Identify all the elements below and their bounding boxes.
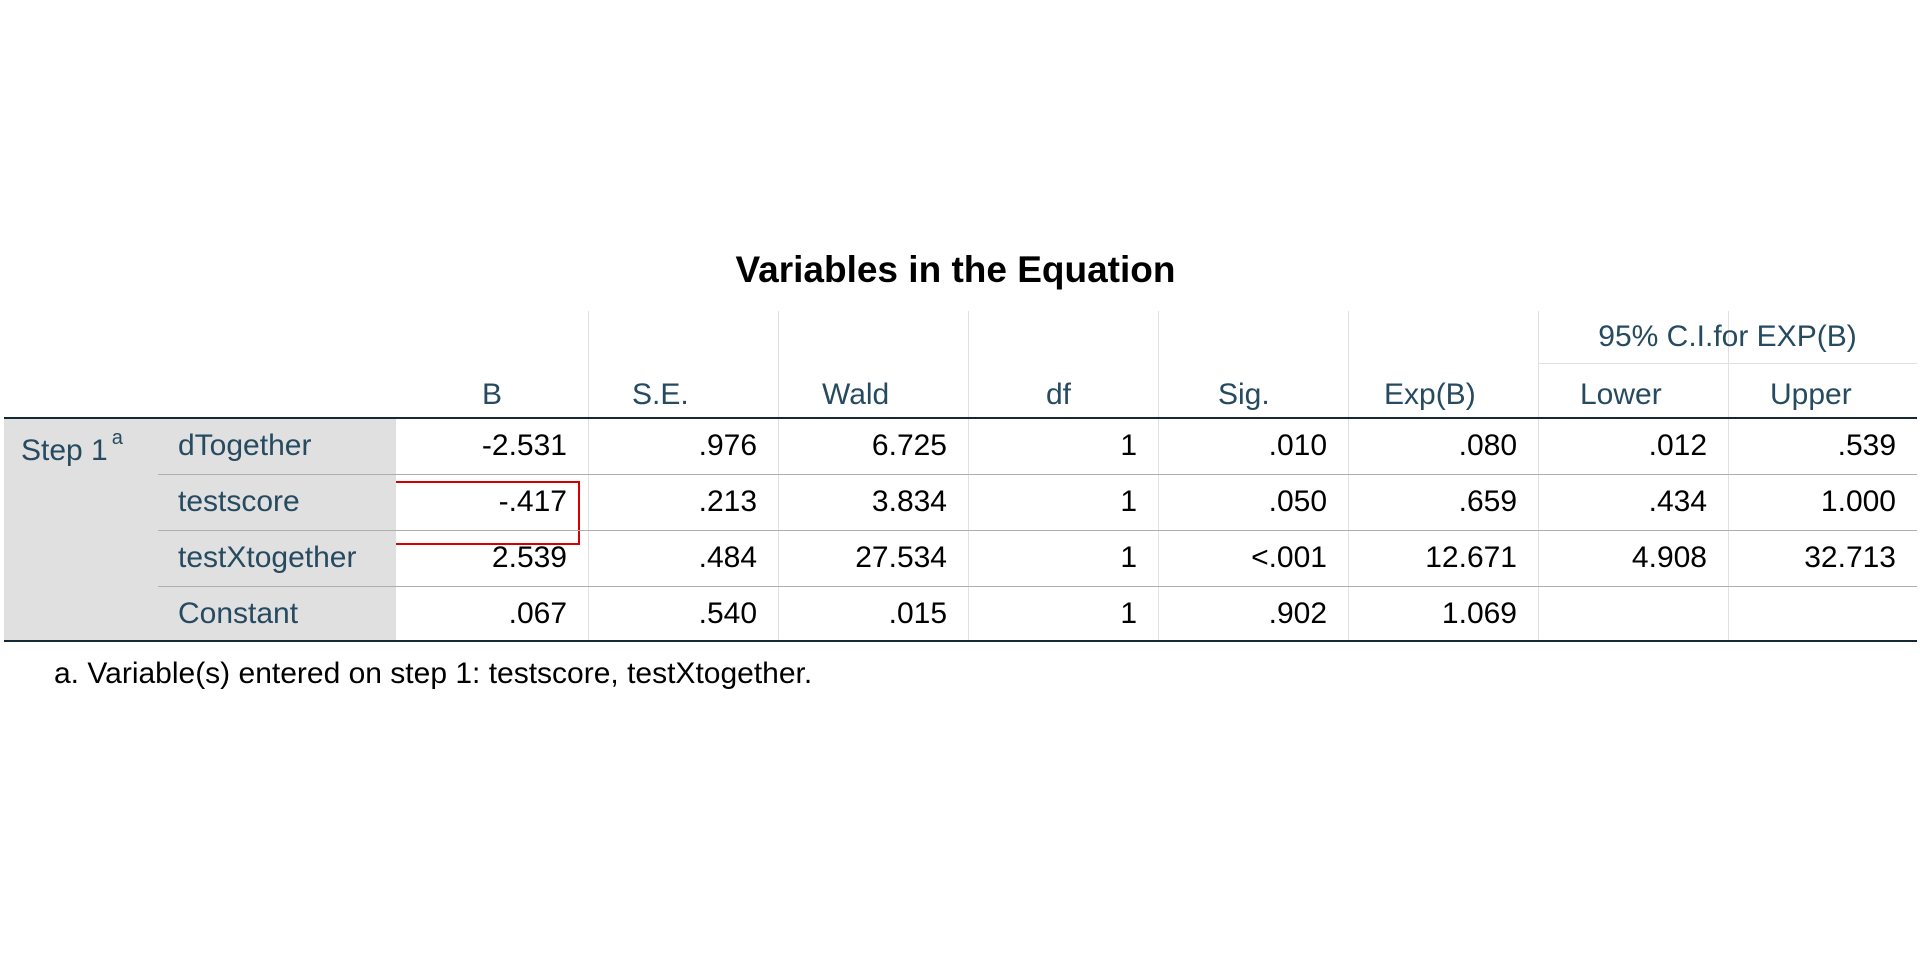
- row-label: testXtogether: [178, 541, 357, 574]
- step-label-text: Step 1: [21, 434, 108, 467]
- header-ci-group: 95% C.I.for EXP(B): [1598, 320, 1857, 353]
- table-cell: .540: [698, 596, 757, 630]
- table-cell: 1.000: [1820, 485, 1896, 518]
- table-cell: 27.534: [855, 541, 947, 574]
- column-header-expb: Exp(B): [1384, 378, 1476, 411]
- table-cell: .012: [1648, 429, 1707, 462]
- column-header-sig: Sig.: [1218, 378, 1270, 411]
- row-label: dTogether: [178, 429, 312, 462]
- column-header-upper: Upper: [1770, 378, 1852, 411]
- column-divider: [1158, 311, 1159, 641]
- column-divider: [968, 311, 969, 641]
- table-cell: .080: [1458, 429, 1517, 462]
- table-cell: 6.725: [871, 429, 947, 462]
- table-bottom-rule: [4, 640, 1917, 642]
- column-divider: [588, 311, 589, 641]
- table-cell: .213: [698, 485, 757, 518]
- table-cell: 3.834: [871, 485, 947, 518]
- table-cell: 1: [1120, 541, 1137, 574]
- footnote-marker: a: [111, 427, 123, 449]
- column-header-wald: Wald: [822, 378, 890, 411]
- table-cell: 1: [1120, 429, 1137, 462]
- table-cell: .659: [1458, 485, 1517, 518]
- table-cell: .902: [1268, 596, 1327, 630]
- column-divider: [1538, 311, 1539, 641]
- table-cell: [1538, 586, 1728, 641]
- table-cell: 1.069: [1441, 596, 1517, 630]
- table-cell: .539: [1837, 429, 1896, 462]
- header-bottom-rule: [4, 417, 1917, 419]
- column-header-se: S.E.: [632, 378, 689, 411]
- table-cell: .484: [698, 541, 757, 574]
- table-cell: 2.539: [491, 541, 567, 574]
- ci-group-divider: [1538, 363, 1917, 364]
- column-header-lower: Lower: [1580, 378, 1662, 411]
- table-cell: .050: [1268, 485, 1327, 518]
- column-divider: [1728, 311, 1729, 641]
- column-header-df: df: [1046, 378, 1072, 411]
- row-divider: [158, 474, 1917, 475]
- table-title: Variables in the Equation: [735, 249, 1176, 290]
- row-label: Constant: [178, 596, 299, 630]
- table-cell: 12.671: [1425, 541, 1517, 574]
- table-cell: .976: [698, 429, 757, 462]
- table-footnote: a. Variable(s) entered on step 1: testsc…: [54, 657, 813, 690]
- row-divider: [158, 530, 1917, 531]
- column-divider: [778, 311, 779, 641]
- table-cell: 1: [1120, 596, 1137, 630]
- table-cell: -2.531: [481, 429, 567, 462]
- table-cell: .434: [1648, 485, 1707, 518]
- table-cell: .015: [888, 596, 947, 630]
- column-divider: [1348, 311, 1349, 641]
- table-cell: 32.713: [1804, 541, 1896, 574]
- column-header-b: B: [481, 378, 502, 411]
- table-cell: 4.908: [1631, 541, 1707, 574]
- table-cell: -.417: [498, 485, 567, 518]
- table-cell: .010: [1268, 429, 1327, 462]
- table-cell: <.001: [1251, 541, 1327, 574]
- row-divider: [158, 586, 1917, 587]
- table-cell: [1728, 586, 1917, 641]
- row-label-background: [4, 418, 396, 641]
- table-cell: .067: [508, 596, 567, 630]
- table-cell: 1: [1120, 485, 1137, 518]
- row-label: testscore: [178, 485, 300, 518]
